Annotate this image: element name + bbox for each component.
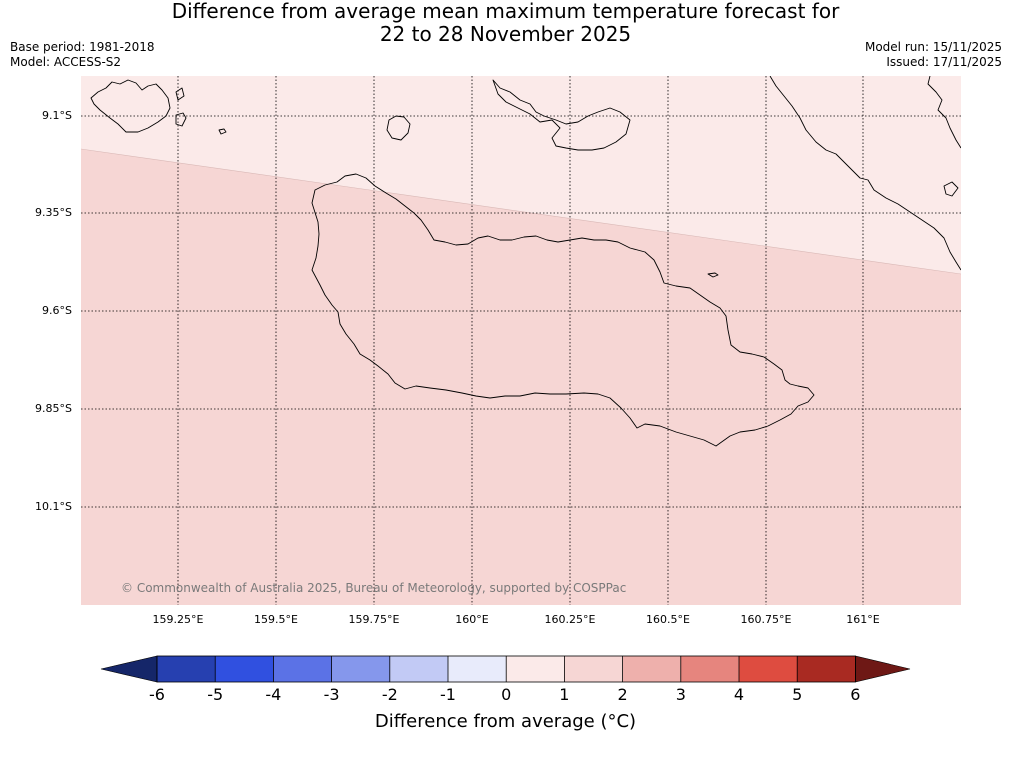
gridlines xyxy=(81,76,961,605)
coastlines xyxy=(90,76,961,447)
small-islet-east xyxy=(707,272,719,278)
colorbar-title: Difference from average (°C) xyxy=(374,711,637,732)
malaita-north-coast xyxy=(927,76,961,149)
colorbar-segments xyxy=(100,655,911,683)
meta-left: Base period: 1981-2018 Model: ACCESS-S2 xyxy=(10,40,155,70)
lat-label-9-35s: 9.35°S xyxy=(35,206,72,219)
forecast-band-0-to-1 xyxy=(81,76,961,274)
colorbar-tick-label: -3 xyxy=(323,685,340,704)
colorbar-tick-label: -5 xyxy=(207,685,224,704)
title-line-2: 22 to 28 November 2025 xyxy=(379,22,632,46)
lon-label-160-75e: 160.75°E xyxy=(740,613,792,626)
colorbar-segment xyxy=(448,656,507,682)
colorbar-tick-label: 5 xyxy=(792,685,803,704)
islet-9-1s xyxy=(386,115,411,141)
colorbar-segment xyxy=(389,656,449,682)
colorbar-segment xyxy=(157,656,216,682)
model-run-text: Model run: 15/11/2025 xyxy=(864,40,1002,54)
islet-nw-small-2 xyxy=(218,128,227,135)
lat-label-10-1s: 10.1°S xyxy=(35,500,72,513)
lon-label-160e: 160°E xyxy=(455,613,489,626)
colorbar-tick-label: 0 xyxy=(501,685,512,704)
lon-label-160-25e: 160.25°E xyxy=(544,613,596,626)
band-boundary xyxy=(81,148,961,275)
colorbar-segment xyxy=(622,656,682,682)
colorbar-tick-label: 2 xyxy=(617,685,628,704)
colorbar-segment xyxy=(680,656,740,682)
guadalcanal-coastline xyxy=(311,173,815,447)
colorbar-segment xyxy=(564,656,623,682)
colorbar-segment xyxy=(739,656,798,682)
chart-title: Difference from average mean maximum tem… xyxy=(0,0,1011,46)
colorbar-segment xyxy=(273,656,332,682)
meta-right: Model run: 15/11/2025 Issued: 17/11/2025 xyxy=(865,40,1002,70)
colorbar-tick-label: -1 xyxy=(440,685,456,704)
lon-label-159-75e: 159.75°E xyxy=(348,613,400,626)
northwest-islands xyxy=(90,79,171,133)
colorbar-tick-label: 3 xyxy=(675,685,686,704)
lon-label-160-5e: 160.5°E xyxy=(646,613,690,626)
colorbar-segment xyxy=(331,656,391,682)
title-line-1: Difference from average mean maximum tem… xyxy=(171,0,840,23)
florida-islands xyxy=(492,79,631,151)
colorbar-tick-label: 4 xyxy=(733,685,745,704)
colorbar-segment xyxy=(797,656,856,682)
northeast-islet xyxy=(943,181,959,197)
colorbar-tick-label: 6 xyxy=(850,685,861,704)
model-text: Model: ACCESS-S2 xyxy=(10,55,122,69)
colorbar-segment xyxy=(506,656,565,682)
colorbar-tick-label: -4 xyxy=(265,685,282,704)
issued-text: Issued: 17/11/2025 xyxy=(886,55,1002,69)
islet-nw-small-1 xyxy=(175,112,187,127)
lon-label-159-5e: 159.5°E xyxy=(254,613,298,626)
colorbar-tick-label: -2 xyxy=(381,685,398,704)
malaita-coastline xyxy=(769,76,961,271)
copyright-credit: © Commonwealth of Australia 2025, Bureau… xyxy=(121,581,627,595)
colorbar-segment xyxy=(215,656,274,682)
islet-nw-small-3 xyxy=(175,87,185,101)
colorbar-tick-label: -6 xyxy=(149,685,165,704)
base-period-text: Base period: 1981-2018 xyxy=(10,40,155,54)
lat-label-9-6s: 9.6°S xyxy=(42,304,72,317)
lon-label-159-25e: 159.25°E xyxy=(152,613,204,626)
lat-label-9-1s: 9.1°S xyxy=(42,109,72,122)
colorbar-extend-low xyxy=(100,655,158,683)
colorbar-tick-label: 1 xyxy=(559,685,570,704)
colorbar-extend-high xyxy=(855,655,911,683)
lon-label-161e: 161°E xyxy=(846,613,880,626)
lat-label-9-85s: 9.85°S xyxy=(35,402,72,415)
